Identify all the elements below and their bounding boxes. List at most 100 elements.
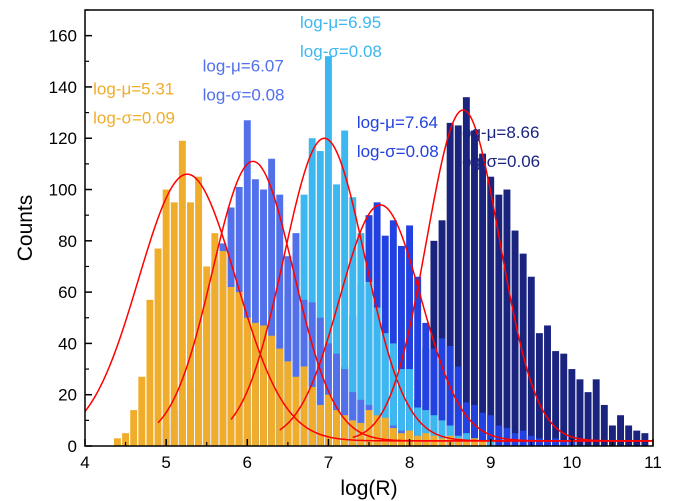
bar-s3-b13 — [268, 158, 276, 446]
bar-s3-b20 — [324, 343, 332, 446]
bar-s2-b9 — [308, 138, 316, 446]
bar-s4-b27 — [333, 410, 340, 446]
bar-s0-b17 — [495, 194, 503, 446]
bar-s2-b22 — [414, 407, 422, 446]
bar-s4-b21 — [284, 361, 292, 446]
bar-s2-b16 — [365, 281, 373, 446]
bar-s1-b26 — [503, 428, 511, 446]
bar-s1-b13 — [398, 245, 405, 446]
bar-s4-b17 — [251, 322, 259, 446]
bar-s1-b33 — [560, 440, 568, 446]
x-tick-label-5: 9 — [486, 453, 495, 472]
annotation-1-line-1: log-σ=0.08 — [203, 86, 285, 105]
bar-s0-b14 — [471, 130, 478, 446]
x-tick-label-3: 7 — [324, 453, 333, 472]
y-tick-label-7: 140 — [49, 78, 77, 97]
bar-s0-b22 — [535, 333, 543, 446]
x-tick-label-0: 4 — [80, 453, 89, 472]
bar-s4-b10 — [195, 176, 203, 446]
bar-s4-b13 — [219, 251, 227, 446]
x-tick-label-7: 11 — [644, 453, 662, 472]
x-tick-label-2: 6 — [243, 453, 252, 472]
bar-s0-b33 — [625, 425, 633, 446]
y-tick-label-1: 20 — [58, 386, 77, 405]
y-tick-label-0: 0 — [68, 437, 77, 456]
bar-s3-b19 — [316, 317, 324, 446]
bar-s3-b21 — [333, 353, 340, 446]
x-tick-label-6: 10 — [562, 453, 581, 472]
bar-s4-b15 — [235, 292, 243, 446]
bar-s4-b44 — [471, 438, 478, 446]
annotation-2-line-1: log-σ=0.08 — [300, 42, 382, 61]
annotation-0-line-0: log-μ=5.31 — [93, 80, 174, 99]
bar-s4-b40 — [438, 438, 446, 446]
annotation-1-line-0: log-μ=6.07 — [203, 57, 284, 76]
bar-s4-b33 — [381, 417, 389, 446]
bar-s0-b16 — [487, 176, 495, 446]
bar-s3-b11 — [251, 179, 259, 446]
x-axis-title: log(R) — [340, 477, 397, 500]
bar-s3-b14 — [276, 194, 284, 446]
bar-s2-b19 — [389, 343, 397, 446]
bar-s2-b18 — [381, 333, 389, 446]
bar-s1-b25 — [495, 425, 503, 446]
y-tick-label-2: 40 — [58, 334, 77, 353]
bar-s4-b36 — [406, 430, 414, 446]
bar-s0-b25 — [560, 353, 568, 446]
bar-s0-b29 — [592, 379, 600, 446]
bar-s3-b23 — [349, 392, 357, 446]
bar-s4-b38 — [422, 433, 430, 446]
bar-s0-b35 — [641, 433, 649, 446]
bar-s1-b21 — [462, 402, 470, 446]
bar-s0-b12 — [454, 125, 462, 446]
bar-s0-b15 — [479, 153, 487, 446]
annotation-3-line-0: log-μ=7.64 — [357, 113, 438, 132]
bar-s0-b24 — [552, 351, 560, 446]
bar-s4-b16 — [243, 317, 251, 446]
x-tick-label-1: 5 — [161, 453, 170, 472]
y-tick-label-5: 100 — [49, 181, 77, 200]
bar-s0-b26 — [568, 369, 576, 446]
bar-s4-b42 — [454, 438, 462, 446]
bar-s4-b3 — [138, 376, 146, 446]
x-tick-label-4: 8 — [405, 453, 414, 472]
y-axis-title: Counts — [14, 195, 37, 262]
bar-s1-b23 — [479, 412, 487, 446]
bar-s2-b11 — [324, 56, 332, 446]
bar-s4-b43 — [462, 440, 470, 446]
bar-s0-b34 — [633, 430, 641, 446]
bar-s4-b8 — [178, 140, 186, 446]
bar-s4-b23 — [300, 366, 308, 446]
bar-s4-b45 — [479, 440, 487, 446]
bar-s4-b7 — [170, 202, 178, 446]
bar-s2-b12 — [333, 184, 340, 446]
bar-s4-b18 — [260, 325, 267, 446]
fit-curves-layer — [85, 109, 653, 442]
bar-s4-b9 — [187, 202, 194, 446]
bar-s1-b18 — [438, 338, 446, 446]
bars-layer — [114, 56, 649, 446]
annotation-2-line-0: log-μ=6.95 — [300, 13, 381, 32]
annotation-3-line-1: log-σ=0.08 — [357, 142, 439, 161]
bar-s3-b16 — [292, 233, 300, 446]
bar-s0-b11 — [446, 122, 454, 446]
bar-s4-b26 — [324, 394, 332, 446]
bar-s1-b17 — [430, 348, 438, 446]
bar-s0-b23 — [544, 325, 551, 446]
bar-s2-b25 — [438, 420, 446, 446]
bar-s0-b28 — [584, 392, 592, 446]
bar-s3-b10 — [243, 120, 251, 446]
bar-s0-b19 — [511, 230, 519, 446]
bar-s4-b34 — [389, 428, 397, 446]
bar-s1-b19 — [446, 345, 454, 446]
bar-s0-b27 — [576, 379, 584, 446]
bar-s0-b18 — [503, 189, 511, 446]
bar-s1-b30 — [535, 438, 543, 446]
bar-s3-b22 — [341, 369, 349, 446]
bar-s1-b16 — [422, 322, 430, 446]
bar-s4-b29 — [349, 420, 357, 446]
fit-curve-4 — [85, 173, 653, 442]
bar-s1-b31 — [544, 440, 551, 446]
ticks-layer: 4 5 6 7 8 9 10 11 0 20 40 60 80 100 120 140 160 — [49, 9, 662, 472]
bar-s4-b5 — [154, 248, 162, 446]
